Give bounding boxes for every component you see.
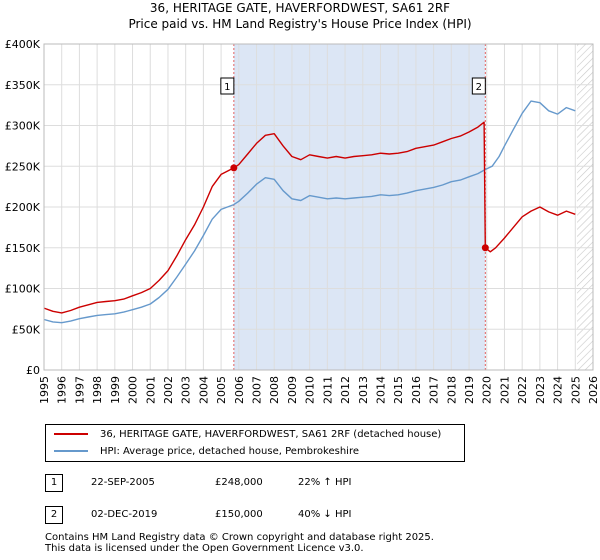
legend-item-hpi: HPI: Average price, detached house, Pemb…: [54, 444, 359, 460]
sale-point: [230, 164, 238, 172]
x-tick-label: 2018: [445, 376, 458, 404]
x-tick-label: 2013: [357, 376, 370, 404]
y-tick-label: £100K: [5, 283, 41, 296]
x-tick-label: 2001: [144, 376, 157, 404]
hpi-line: [43, 100, 576, 324]
x-tick-label: 2019: [463, 376, 476, 404]
legend-label-hpi: HPI: Average price, detached house, Pemb…: [100, 446, 359, 457]
chart-area: £0 £50K £100K £150K £200K £250K £300K £350K £400…: [5, 38, 600, 404]
x-tick-label: 2025: [569, 376, 582, 404]
x-tick-label: 2021: [498, 376, 511, 404]
y-tick-label: £300K: [5, 120, 41, 133]
y-tick-label: £400K: [5, 38, 41, 51]
transaction-hpi-change: 40% ↓ HPI: [298, 509, 352, 520]
sale-marker-label: 1: [224, 82, 230, 93]
x-tick-label: 2000: [127, 376, 140, 404]
x-tick-label: 2014: [374, 376, 387, 404]
x-tick-label: 2007: [251, 376, 264, 404]
x-tick-label: 2026: [587, 376, 600, 404]
x-tick-label: 2003: [180, 376, 193, 404]
x-tick-label: 2020: [481, 376, 494, 404]
x-tick-label: 2017: [428, 376, 441, 404]
legend-swatch-property: [54, 433, 88, 435]
sale-marker-label: 2: [476, 82, 482, 93]
x-tick-label: 2009: [286, 376, 299, 404]
plot-border: [43, 43, 594, 371]
transaction-badge: 1: [45, 474, 63, 492]
x-tick-label: 2010: [304, 376, 317, 404]
transaction-price: £150,000: [215, 509, 263, 520]
footer-notice: Contains HM Land Registry data © Crown c…: [45, 532, 434, 554]
x-tick-label: 2008: [268, 376, 281, 404]
y-tick-label: £350K: [5, 79, 41, 92]
x-tick-label: 2016: [410, 376, 423, 404]
chart-legend: 36, HERITAGE GATE, HAVERFORDWEST, SA61 2…: [45, 424, 465, 462]
y-tick-label: £200K: [5, 201, 41, 214]
sale-marker-box: [220, 77, 235, 95]
legend-item-property: 36, HERITAGE GATE, HAVERFORDWEST, SA61 2…: [54, 427, 441, 443]
x-tick-label: 2011: [321, 376, 334, 404]
transaction-price: £248,000: [215, 477, 263, 488]
transaction-badge: 2: [45, 506, 63, 524]
x-tick-label: 2015: [392, 376, 405, 404]
chart-title-line2: Price paid vs. HM Land Registry's House …: [128, 17, 472, 31]
y-tick-label: £0: [26, 364, 40, 377]
x-tick-label: 2002: [162, 376, 175, 404]
legend-label-property: 36, HERITAGE GATE, HAVERFORDWEST, SA61 2…: [100, 429, 442, 440]
legend-swatch-hpi: [54, 450, 88, 452]
x-tick-label: 1999: [109, 376, 122, 404]
x-tick-label: 2004: [197, 376, 210, 404]
x-tick-label: 2005: [215, 376, 228, 404]
y-tick-label: £50K: [12, 323, 41, 336]
sale-point: [481, 244, 489, 252]
transaction-hpi-change: 22% ↑ HPI: [298, 477, 352, 488]
x-tick-label: 2006: [233, 376, 246, 404]
footer-copyright: Contains HM Land Registry data © Crown c…: [45, 532, 434, 543]
x-tick-label: 1998: [91, 376, 104, 404]
x-tick-label: 1997: [73, 376, 86, 404]
y-tick-label: £250K: [5, 160, 41, 173]
footer-license: This data is licensed under the Open Gov…: [45, 543, 364, 554]
x-tick-label: 2022: [516, 376, 529, 404]
y-tick-label: £150K: [5, 242, 41, 255]
x-tick-label: 2012: [339, 376, 352, 404]
property-price-line: [43, 121, 576, 314]
x-tick-label: 1995: [38, 376, 51, 404]
x-tick-label: 2023: [534, 376, 547, 404]
x-tick-label: 2024: [552, 376, 565, 404]
sale-marker-box: [471, 77, 486, 95]
transaction-date: 22-SEP-2005: [91, 477, 155, 488]
transaction-date: 02-DEC-2019: [91, 509, 158, 520]
chart-title-line1: 36, HERITAGE GATE, HAVERFORDWEST, SA61 2…: [149, 1, 451, 15]
x-tick-label: 1996: [56, 376, 69, 404]
